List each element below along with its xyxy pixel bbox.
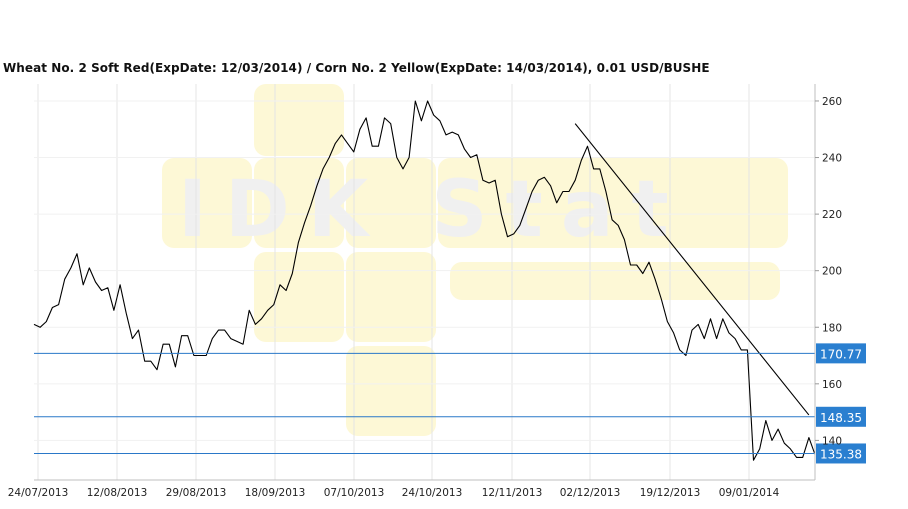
x-tick-label: 07/10/2013 (324, 487, 385, 499)
chart-title: Wheat No. 2 Soft Red(ExpDate: 12/03/2014… (3, 61, 710, 75)
watermark-text: IDK Stat (178, 165, 687, 255)
x-tick-label: 19/12/2013 (640, 487, 701, 499)
x-tick-label: 24/07/2013 (8, 487, 69, 499)
x-tick-label: 29/08/2013 (166, 487, 227, 499)
series-line (33, 100, 816, 461)
level-label: 170.77 (820, 347, 862, 361)
watermark-block (346, 252, 436, 342)
watermark-block (346, 346, 436, 436)
grid (34, 84, 815, 480)
watermark-block (346, 158, 436, 248)
level-label-bg (816, 443, 866, 464)
series-layer (33, 100, 816, 461)
y-tick-label: 200 (822, 266, 842, 278)
watermark-block (162, 158, 252, 248)
level-label: 135.38 (820, 447, 862, 461)
x-tick-label: 12/08/2013 (87, 487, 148, 499)
y-tick-label: 240 (822, 153, 842, 165)
trendline (574, 123, 810, 416)
x-tick-label: 24/10/2013 (402, 487, 463, 499)
watermark-block (438, 158, 788, 248)
level-label-bg (816, 406, 866, 427)
watermark-block (450, 262, 780, 300)
y-tick-label: 140 (822, 435, 842, 447)
x-tick-label: 18/09/2013 (245, 487, 306, 499)
watermark-block (254, 252, 344, 342)
x-tick-label: 09/01/2014 (719, 487, 780, 499)
level-label-bg (816, 343, 866, 364)
levels-layer: 170.77 148.35 135.38 (34, 343, 866, 464)
x-tick-label: 12/11/2013 (482, 487, 543, 499)
x-tick-label: 02/12/2013 (560, 487, 621, 499)
y-tick-label: 220 (822, 209, 842, 221)
y-tick-label: 180 (822, 322, 842, 334)
y-tick-label: 260 (822, 96, 842, 108)
axes: 140 160 180 200 220 240 260 24/07/2013 12/08/201… (8, 84, 842, 499)
watermark: IDK Stat (162, 84, 788, 436)
y-tick-label: 160 (822, 379, 842, 391)
watermark-block (254, 84, 344, 156)
level-label: 148.35 (820, 411, 862, 425)
watermark-block (254, 158, 344, 248)
